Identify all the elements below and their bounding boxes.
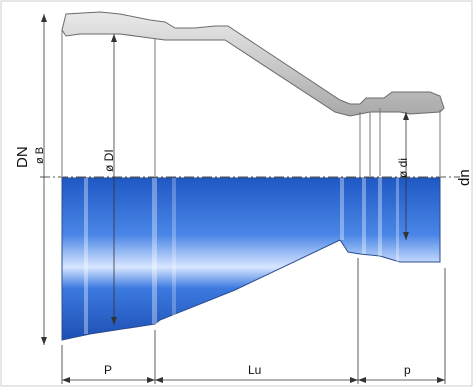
upper-wall bbox=[61, 11, 445, 117]
label-dn-small: dn bbox=[456, 169, 473, 186]
band-3 bbox=[172, 178, 176, 316]
band-4 bbox=[340, 178, 344, 240]
band-7 bbox=[396, 178, 399, 262]
label-dn-large: DN bbox=[14, 146, 31, 168]
label-length-p-large: P bbox=[104, 363, 113, 377]
band-5 bbox=[362, 178, 366, 254]
band-6 bbox=[378, 178, 382, 256]
band-2 bbox=[152, 178, 157, 324]
label-length-p-small: p bbox=[404, 363, 411, 377]
label-id-small: ø di bbox=[396, 157, 410, 178]
band-1 bbox=[84, 178, 88, 334]
label-od-large: ø B bbox=[34, 146, 46, 164]
label-length-lu: Lu bbox=[248, 363, 262, 377]
label-id-large: ø DI bbox=[102, 149, 116, 172]
lower-body bbox=[61, 177, 441, 341]
